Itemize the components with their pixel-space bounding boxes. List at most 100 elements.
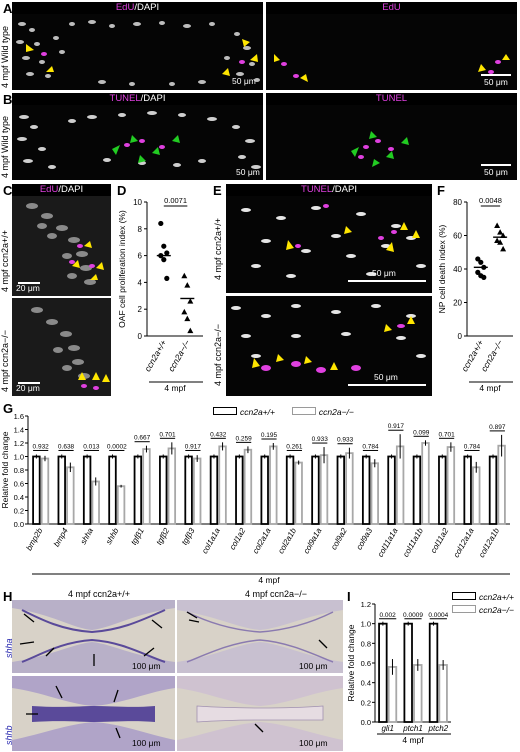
y-tick-label: 0.2 — [14, 507, 24, 516]
bar-wt — [463, 455, 472, 525]
legend-label-mutant: ccn2a−/− — [479, 605, 514, 615]
data-point-wt — [158, 220, 164, 227]
panel-a-side-label: 4 mpf Wild type — [0, 25, 10, 88]
bar-wt — [336, 455, 346, 525]
bar-mutant — [497, 444, 506, 525]
p-value-label: 0.784 — [362, 443, 379, 450]
bar-mutant — [142, 448, 151, 525]
scale-bar-label: 50 μm — [232, 76, 256, 86]
y-tick-label: 0 — [138, 332, 143, 341]
y-tick-label: 40 — [453, 265, 462, 274]
y-tick-label: 80 — [453, 198, 462, 207]
panel-c-side-label-top: 4 mpf ccn2a+/+ — [0, 229, 10, 292]
data-point-wt — [481, 274, 487, 280]
bar-mutant — [319, 454, 329, 525]
bar-mutant — [116, 485, 126, 525]
data-point-mutant — [500, 245, 507, 252]
bar-mutant — [370, 462, 379, 525]
panel-a-header-left: EdU/DAPI — [12, 2, 263, 14]
edu-label: EdU — [115, 2, 135, 13]
bar-wt — [184, 455, 193, 525]
scale-bar — [348, 384, 426, 386]
p-value-label: 0.0002 — [107, 443, 127, 450]
y-tick-label: 8 — [138, 225, 143, 234]
tunel-label: TUNEL — [301, 184, 333, 195]
scale-bar-label: 50 μm — [484, 167, 508, 177]
y-tick-label: 1.4 — [14, 426, 24, 435]
panel-h-title-mutant: 4 mpf ccn2a−/− — [245, 589, 308, 599]
p-value-label: 0.917 — [185, 443, 202, 450]
dapi-label: /DAPI — [140, 93, 166, 104]
x-tick-label: tgfβ1 — [129, 527, 146, 547]
data-point-mutant — [494, 222, 501, 228]
panel-letter-h: H — [3, 589, 13, 604]
panel-letter-g: G — [3, 401, 14, 416]
group-label: 4 mpf — [402, 735, 424, 745]
p-value-label: 0.932 — [33, 443, 50, 450]
chart-d-proliferation: 0 2 4 6 8 10 0.0071 OAF cell proliferation inde… — [117, 196, 203, 393]
data-point-mutant — [184, 315, 191, 322]
y-tick-label: 0.8 — [14, 466, 24, 475]
p-value-label: 0.667 — [134, 435, 151, 442]
bar-wt — [428, 622, 439, 723]
y-axis-label: NP cell death index (%) — [437, 225, 447, 314]
panel-h-shha-wt-image: 100 μm — [12, 600, 175, 673]
dapi-label: /DAPI — [332, 184, 357, 195]
scale-bar — [348, 280, 426, 282]
scale-bar — [481, 74, 511, 76]
y-tick-label: 6 — [138, 252, 143, 261]
scale-bar-label: 100 μm — [299, 738, 328, 748]
y-tick-label: 0.6 — [14, 480, 24, 489]
panel-c-side-label-bottom: 4 mpf ccn2a−/− — [0, 329, 10, 392]
y-tick-label: 1.2 — [361, 600, 371, 609]
bar-wt — [32, 455, 41, 525]
x-tick-label: col9a1a — [302, 526, 324, 555]
panel-e-bottom-image: 50 μm — [226, 296, 432, 396]
bar-wt — [438, 455, 447, 525]
bar-wt — [378, 622, 388, 723]
bar-wt — [82, 455, 92, 525]
p-value-label: 0.917 — [388, 423, 405, 430]
x-tick-label: bmp4 — [52, 526, 70, 548]
scale-bar-label: 50 μm — [374, 372, 398, 382]
tunel-label: TUNEL — [109, 93, 141, 104]
scale-bar-label: 50 μm — [236, 167, 260, 177]
panel-c-top-image: 20 μm — [12, 196, 111, 296]
bar-mutant — [387, 666, 398, 723]
y-tick-label: 1.6 — [14, 412, 24, 421]
x-tick-label: ptch1 — [402, 724, 423, 733]
legend-swatch-mutant — [291, 406, 316, 415]
x-tick-label: ccn2a−/− — [166, 338, 192, 373]
bar-wt — [361, 455, 371, 525]
x-tick-label: col9a3 — [355, 526, 375, 551]
y-axis-label: Relative fold change — [0, 431, 10, 508]
data-point-mutant — [494, 237, 501, 244]
data-point-wt — [164, 275, 170, 281]
panel-b-tunel-image: 50 μm — [266, 105, 517, 180]
y-tick-label: 2 — [138, 305, 143, 314]
bar-wt — [403, 622, 413, 723]
x-tick-label: tgfβ3 — [180, 526, 197, 546]
panel-h-shhb-wt-image: 100 μm — [12, 676, 175, 751]
data-point-mutant — [184, 282, 191, 288]
y-tick-label: 1.0 — [14, 453, 24, 462]
y-tick-label: 0.4 — [361, 679, 371, 688]
bar-mutant — [66, 466, 75, 525]
panel-letter-e: E — [213, 183, 222, 198]
bar-mutant — [438, 664, 448, 723]
data-point-wt — [161, 243, 167, 249]
panel-e-side-label-bottom: 4 mpf ccn2a−/− — [213, 323, 223, 386]
panel-e-header: TUNEL/DAPI — [226, 184, 432, 196]
panel-letter-c: C — [3, 183, 13, 198]
x-tick-label: tgfβ2 — [155, 526, 172, 546]
bar-wt — [412, 455, 422, 525]
x-tick-label: col11a1a — [376, 526, 400, 559]
panel-letter-f: F — [437, 183, 445, 198]
x-tick-label: bmp2b — [24, 526, 44, 552]
panel-e-side-label-top: 4 mpf ccn2a+/+ — [213, 217, 223, 280]
chart-g-gene-expression: 0.0 0.2 0.4 0.6 0.8 1.0 1.2 1.4 1.6 Relative fold… — [0, 412, 510, 585]
scale-bar-label: 50 μm — [372, 268, 396, 278]
x-tick-label: col12a1b — [477, 526, 501, 559]
y-tick-label: 60 — [453, 232, 462, 241]
panel-letter-d: D — [117, 183, 127, 198]
